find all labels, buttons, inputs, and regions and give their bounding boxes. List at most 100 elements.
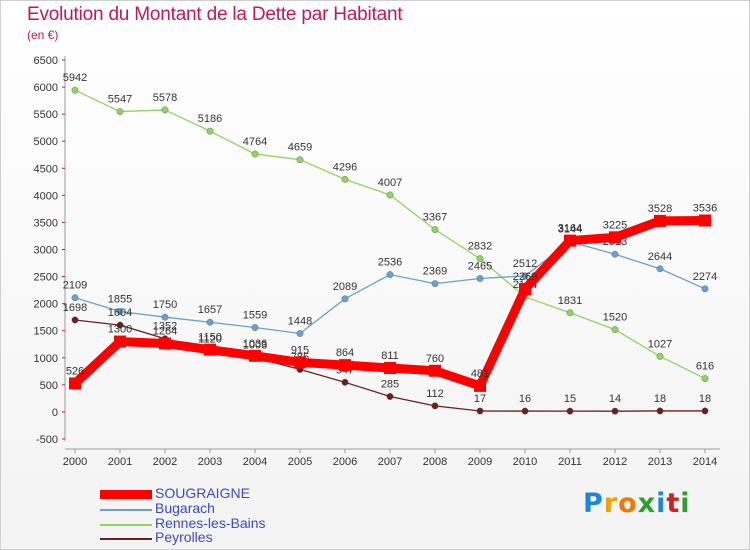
data-point-bugarach bbox=[476, 275, 484, 282]
x-tick-label: 2014 bbox=[693, 456, 717, 468]
y-tick-label: 6500 bbox=[34, 55, 58, 67]
x-tick-label: 2011 bbox=[558, 456, 582, 468]
data-point-sougraigne bbox=[474, 379, 486, 392]
data-point-rennes-les-bains bbox=[161, 106, 169, 114]
legend-swatch-bugarach bbox=[100, 509, 152, 511]
data-point-rennes-les-bains bbox=[206, 127, 214, 135]
y-tick-label: 1500 bbox=[34, 326, 58, 338]
data-label-sougraigne: 3528 bbox=[648, 203, 672, 215]
y-tick-label: 4000 bbox=[34, 190, 58, 202]
data-label-peyrolles: 18 bbox=[699, 393, 711, 405]
data-point-rennes-les-bains bbox=[71, 86, 79, 94]
x-tick-label: 2012 bbox=[603, 456, 627, 468]
data-point-peyrolles bbox=[476, 407, 484, 415]
y-tick-label: 0 bbox=[52, 407, 58, 419]
data-point-peyrolles bbox=[431, 402, 439, 410]
data-label-rennes-les-bains: 3367 bbox=[423, 212, 447, 224]
data-label-rennes-les-bains: 4007 bbox=[378, 177, 402, 189]
y-tick-label: 5500 bbox=[34, 109, 58, 121]
data-point-sougraigne bbox=[294, 356, 306, 369]
x-tick-label: 2000 bbox=[63, 456, 87, 468]
data-label-sougraigne: 811 bbox=[381, 350, 399, 362]
data-point-peyrolles bbox=[71, 316, 79, 324]
data-label-sougraigne: 1300 bbox=[108, 324, 132, 336]
data-point-rennes-les-bains bbox=[566, 309, 574, 317]
data-label-rennes-les-bains: 5578 bbox=[153, 92, 177, 104]
data-point-sougraigne bbox=[339, 359, 351, 372]
data-point-sougraigne bbox=[519, 283, 531, 296]
data-label-peyrolles: 14 bbox=[609, 393, 621, 405]
data-point-sougraigne bbox=[114, 335, 126, 348]
data-label-rennes-les-bains: 1027 bbox=[648, 338, 672, 350]
data-point-rennes-les-bains bbox=[701, 375, 709, 382]
data-label-sougraigne: 760 bbox=[426, 353, 444, 365]
data-label-peyrolles: 1352 bbox=[153, 321, 177, 333]
data-label-peyrolles: 1698 bbox=[63, 302, 87, 314]
data-label-rennes-les-bains: 4764 bbox=[243, 136, 267, 148]
y-tick-label: 3000 bbox=[34, 245, 58, 257]
y-tick-label: 1000 bbox=[34, 353, 58, 365]
data-label-sougraigne: 1036 bbox=[243, 338, 267, 350]
data-label-rennes-les-bains: 2832 bbox=[468, 241, 492, 253]
y-tick-label: 500 bbox=[40, 380, 58, 392]
data-label-bugarach: 1559 bbox=[243, 310, 267, 322]
data-point-bugarach bbox=[521, 272, 529, 280]
legend-swatch-peyrolles bbox=[100, 538, 152, 540]
data-label-rennes-les-bains: 1831 bbox=[558, 295, 582, 307]
data-point-bugarach bbox=[296, 330, 304, 337]
data-point-rennes-les-bains bbox=[656, 352, 664, 360]
data-point-sougraigne bbox=[159, 337, 171, 350]
data-label-peyrolles: 15 bbox=[564, 393, 576, 405]
x-tick-label: 2005 bbox=[288, 456, 312, 468]
data-label-peyrolles: 285 bbox=[381, 378, 399, 390]
logo-letter: i bbox=[656, 488, 667, 519]
data-label-bugarach: 2465 bbox=[468, 260, 492, 272]
data-point-rennes-les-bains bbox=[476, 255, 484, 262]
data-point-rennes-les-bains bbox=[251, 150, 259, 158]
data-label-rennes-les-bains: 4296 bbox=[333, 161, 357, 173]
data-label-bugarach: 2512 bbox=[513, 258, 537, 270]
data-point-bugarach bbox=[611, 250, 619, 258]
x-tick-label: 2003 bbox=[198, 456, 222, 468]
data-point-sougraigne bbox=[249, 349, 261, 362]
data-label-sougraigne: 864 bbox=[336, 347, 354, 359]
data-label-bugarach: 2369 bbox=[423, 266, 447, 278]
data-label-bugarach: 3144 bbox=[558, 224, 582, 236]
data-point-bugarach bbox=[206, 318, 214, 326]
chart-title: Evolution du Montant de la Dette par Hab… bbox=[27, 4, 403, 25]
data-point-peyrolles bbox=[116, 321, 124, 329]
x-tick-label: 2013 bbox=[648, 456, 672, 468]
data-point-peyrolles bbox=[386, 393, 394, 400]
logo-letter: x bbox=[637, 488, 657, 519]
data-point-bugarach bbox=[161, 313, 169, 321]
logo-letter: P bbox=[583, 488, 604, 519]
data-label-rennes-les-bains: 1520 bbox=[603, 312, 627, 324]
data-label-rennes-les-bains: 616 bbox=[696, 361, 714, 373]
data-point-bugarach bbox=[431, 280, 439, 288]
data-label-peyrolles: 112 bbox=[426, 388, 444, 400]
data-point-bugarach bbox=[116, 308, 124, 315]
data-point-rennes-les-bains bbox=[116, 108, 124, 115]
y-tick-label: 2500 bbox=[34, 272, 58, 284]
logo-letter: r bbox=[603, 488, 619, 519]
data-label-bugarach: 2644 bbox=[648, 251, 672, 263]
data-point-sougraigne bbox=[609, 231, 621, 244]
data-label-sougraigne: 526 bbox=[66, 365, 84, 377]
legend-swatch-rennes bbox=[100, 524, 152, 526]
data-point-peyrolles bbox=[656, 407, 664, 415]
x-tick-label: 2002 bbox=[153, 456, 177, 468]
y-tick-label: 3500 bbox=[34, 217, 58, 229]
data-point-sougraigne bbox=[429, 364, 441, 377]
logo-letter: t bbox=[666, 488, 681, 519]
data-point-rennes-les-bains bbox=[296, 156, 304, 164]
data-label-sougraigne: 1150 bbox=[198, 332, 222, 344]
data-point-sougraigne bbox=[654, 214, 666, 227]
data-label-rennes-les-bains: 4659 bbox=[288, 142, 312, 154]
data-point-bugarach bbox=[71, 294, 79, 302]
data-label-bugarach: 1448 bbox=[288, 316, 312, 328]
legend-swatch-sougraigne bbox=[100, 490, 152, 499]
legend-label-bugarach: Bugarach bbox=[155, 500, 215, 516]
data-label-rennes-les-bains: 5942 bbox=[63, 72, 87, 84]
data-label-sougraigne: 2269 bbox=[513, 271, 537, 283]
data-point-peyrolles bbox=[521, 407, 529, 415]
